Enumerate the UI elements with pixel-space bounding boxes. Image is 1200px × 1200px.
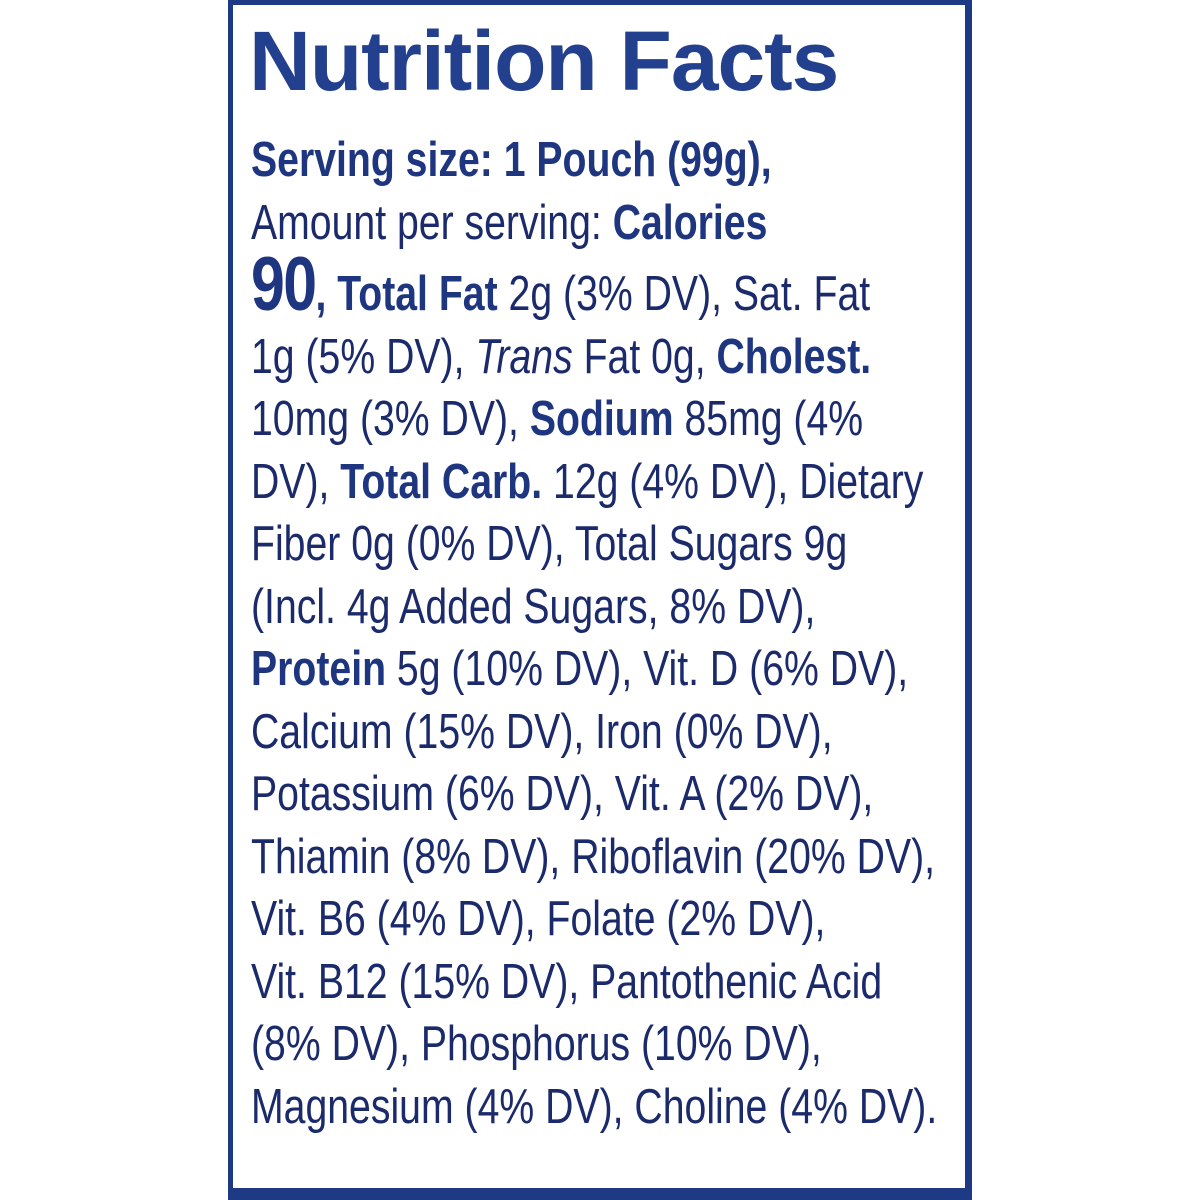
label-line: DV), Total Carb. 12g (4% DV), Dietary <box>251 451 971 514</box>
calories-value: 90 <box>251 242 317 327</box>
label-text: Calcium (15% DV), Iron (0% DV), <box>251 704 833 759</box>
label-text: Amount per serving: <box>251 195 613 250</box>
nutrient-label: Cholest. <box>716 329 872 384</box>
label-line: Protein 5g (10% DV), Vit. D (6% DV), <box>251 638 971 701</box>
label-text: 2g (3% DV), Sat. Fat <box>497 267 871 321</box>
label-line: 90, Total Fat 2g (3% DV), Sat. Fat <box>251 247 971 326</box>
label-line: Amount per serving: Calories <box>251 192 971 255</box>
label-line: 10mg (3% DV), Sodium 85mg (4% <box>251 388 971 451</box>
label-line: (8% DV), Phosphorus (10% DV), <box>251 1013 971 1076</box>
label-text: 1g (5% DV), <box>251 329 476 384</box>
label-line: Potassium (6% DV), Vit. A (2% DV), <box>251 763 971 826</box>
label-text: Vit. B12 (15% DV), Pantothenic Acid <box>251 954 883 1009</box>
nutrition-facts-title: Nutrition Facts <box>249 14 839 108</box>
label-line: Fiber 0g (0% DV), Total Sugars 9g <box>251 513 971 576</box>
label-text: 12g (4% DV), Dietary <box>542 454 924 509</box>
label-text: 10mg (3% DV), <box>251 392 530 446</box>
nutrient-label: , Total Fat <box>315 267 498 321</box>
label-text: DV), <box>251 454 341 509</box>
nutrient-label: Serving size: 1 Pouch (99g), <box>251 133 772 187</box>
label-line: Thiamin (8% DV), Riboflavin (20% DV), <box>251 826 971 889</box>
nutrition-facts-panel: Nutrition Facts Serving size: 1 Pouch (9… <box>228 0 972 1200</box>
label-text: Trans <box>475 329 573 384</box>
label-text: Potassium (6% DV), Vit. A (2% DV), <box>251 767 874 821</box>
nutrient-label: Calories <box>612 195 768 250</box>
label-text: 5g (10% DV), Vit. D (6% DV), <box>386 642 909 696</box>
label-text: Thiamin (8% DV), Riboflavin (20% DV), <box>251 829 936 884</box>
label-line: Vit. B6 (4% DV), Folate (2% DV), <box>251 888 971 951</box>
nutrition-facts-body: Serving size: 1 Pouch (99g), Amount per s… <box>251 129 971 1138</box>
nutrient-label: Total Carb. <box>340 454 543 509</box>
label-text: Vit. B6 (4% DV), Folate (2% DV), <box>251 892 826 946</box>
label-text: Magnesium (4% DV), Choline (4% DV). <box>251 1079 938 1134</box>
nutrient-label: Protein <box>251 642 387 696</box>
label-line: Vit. B12 (15% DV), Pantothenic Acid <box>251 951 971 1014</box>
label-text: 85mg (4% <box>673 392 864 446</box>
label-line: Calcium (15% DV), Iron (0% DV), <box>251 701 971 764</box>
label-line: Magnesium (4% DV), Choline (4% DV). <box>251 1076 971 1139</box>
label-text: Fiber 0g (0% DV), Total Sugars 9g <box>251 517 848 571</box>
label-text: (Incl. 4g Added Sugars, 8% DV), <box>251 579 816 634</box>
label-line: Serving size: 1 Pouch (99g), <box>251 129 971 192</box>
nutrient-label: Sodium <box>529 392 674 446</box>
label-text: Fat 0g, <box>572 329 717 384</box>
label-line: 1g (5% DV), Trans Fat 0g, Cholest. <box>251 326 971 389</box>
label-text: (8% DV), Phosphorus (10% DV), <box>251 1017 822 1071</box>
label-line: (Incl. 4g Added Sugars, 8% DV), <box>251 576 971 639</box>
